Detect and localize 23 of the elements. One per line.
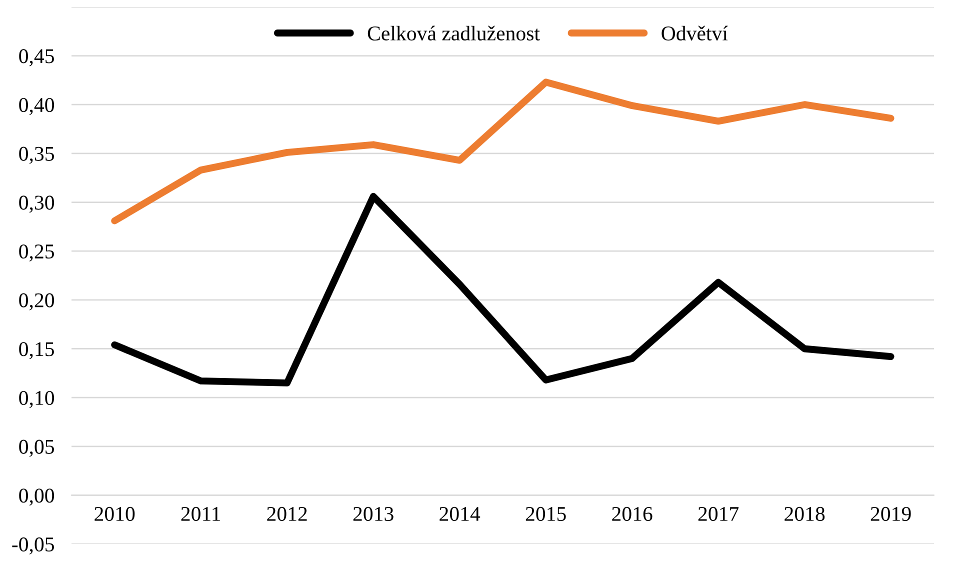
x-tick-label: 2018	[784, 506, 825, 521]
y-tick-label: 0,20	[19, 293, 54, 310]
y-tick-label: 0,45	[19, 49, 54, 66]
y-tick-label: 0,05	[19, 440, 54, 457]
x-tick-label: 2011	[181, 506, 220, 521]
y-tick-label: 0,40	[19, 98, 54, 116]
y-tick-label: 0,25	[19, 244, 54, 262]
y-tick-label: -0,05	[12, 537, 54, 554]
legend-label: Odvětví	[662, 26, 728, 40]
x-tick-label: 2019	[870, 506, 911, 521]
x-tick-label: 2016	[612, 506, 652, 521]
x-tick-label: 2014	[440, 506, 480, 521]
x-tick-label: 2015	[526, 506, 566, 521]
legend-label: Celková zadluženost	[368, 26, 540, 40]
x-tick-label: 2010	[94, 506, 135, 521]
y-tick-label: 0,10	[19, 390, 54, 408]
y-tick-label: 0,30	[19, 196, 54, 213]
y-tick-label: 0,15	[19, 342, 54, 360]
y-tick-label: 0,00	[19, 488, 54, 506]
y-tick-label: 0,35	[19, 146, 54, 164]
x-tick-label: 2012	[267, 506, 307, 521]
x-tick-label: 2017	[698, 506, 739, 521]
x-tick-label: 2013	[353, 506, 394, 521]
